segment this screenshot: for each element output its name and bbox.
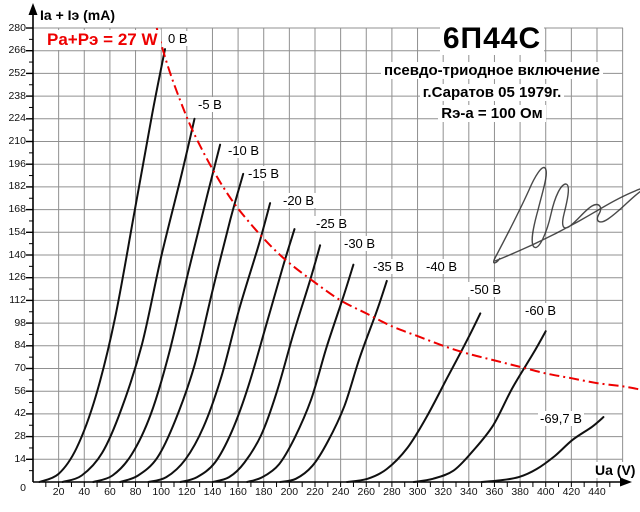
x-tick-label: 220 — [306, 486, 324, 498]
tube-name: 6П44С — [439, 22, 545, 55]
x-tick-label: 240 — [331, 486, 350, 498]
x-tick-label: 280 — [383, 486, 401, 498]
y-tick-label: 196 — [8, 157, 26, 170]
place-date-label: г.Саратов 05 1979г. — [419, 84, 565, 101]
x-tick-label: 360 — [485, 486, 504, 498]
y-tick-label: 56 — [14, 384, 26, 397]
anode-curve — [119, 172, 245, 483]
x-tick-label: 300 — [408, 486, 427, 498]
y-tick-label: 98 — [14, 316, 26, 329]
curve-label: -69,7 В — [538, 411, 584, 426]
curve-label: 0 В — [166, 31, 190, 46]
x-tick-label: 120 — [178, 486, 196, 498]
anode-curve — [179, 228, 296, 483]
x-tick-label: 180 — [254, 486, 273, 498]
y-axis-arrow-icon — [28, 3, 38, 15]
y-tick-label: 112 — [9, 293, 26, 306]
anode-curve — [61, 117, 196, 483]
x-tick-label: 320 — [434, 486, 452, 498]
curve-label: -10 В — [226, 143, 262, 158]
signature-scribble — [492, 166, 640, 264]
curve-label: -50 В — [468, 282, 504, 297]
mode-label: псевдо-триодное включение — [381, 62, 603, 79]
y-tick-label: 0 — [20, 482, 26, 494]
resistor-label: Rэ-а = 100 Ом — [438, 105, 546, 122]
y-tick-label: 182 — [8, 180, 26, 193]
anode-curve — [38, 48, 166, 483]
x-tick-label: 440 — [588, 486, 606, 498]
y-tick-label: 266 — [8, 44, 26, 57]
x-tick-label: 100 — [152, 486, 170, 498]
curve-label: -35 В — [371, 259, 407, 274]
curve-label: -30 В — [342, 236, 378, 251]
x-axis-arrow-icon — [620, 477, 632, 487]
y-tick-label: 210 — [8, 135, 26, 147]
x-tick-label: 400 — [536, 486, 555, 498]
x-tick-label: 60 — [104, 486, 116, 498]
y-tick-label: 252 — [8, 66, 26, 79]
y-tick-label: 280 — [8, 21, 26, 34]
x-axis-title: Ua (V) — [592, 462, 639, 478]
curve-label: -60 В — [523, 303, 559, 318]
y-tick-label: 70 — [14, 362, 26, 374]
anode-curve — [412, 330, 547, 483]
y-tick-label: 224 — [8, 112, 26, 125]
y-tick-label: 42 — [14, 407, 26, 420]
chart-header: 6П44С псевдо-триодное включение г.Сарато… — [368, 22, 616, 126]
y-tick-label: 168 — [8, 203, 26, 216]
anode-curve — [346, 312, 482, 483]
curve-label: -20 В — [281, 193, 317, 208]
y-tick-label: 126 — [8, 271, 26, 284]
x-tick-label: 200 — [280, 486, 299, 498]
y-tick-label: 154 — [8, 225, 26, 238]
curve-label: -15 В — [246, 166, 282, 181]
curve-label: -40 В — [424, 259, 460, 274]
anode-curve — [147, 202, 272, 483]
y-axis-title: Ia + Iэ (mA) — [38, 7, 118, 23]
anode-curve — [211, 244, 322, 483]
power-limit-label: Pa+Pэ = 27 W — [44, 30, 161, 50]
x-tick-label: 40 — [78, 486, 91, 498]
curve-label: -5 В — [196, 97, 224, 112]
x-tick-label: 380 — [511, 486, 529, 498]
x-tick-label: 140 — [203, 486, 222, 498]
anode-curve — [92, 143, 222, 483]
x-tick-label: 260 — [357, 486, 376, 498]
anode-curve — [246, 263, 355, 483]
anode-curve — [279, 279, 388, 483]
anode-curve — [480, 416, 605, 483]
x-tick-label: 20 — [52, 486, 65, 498]
x-tick-label: 420 — [562, 486, 581, 498]
x-tick-label: 80 — [129, 486, 142, 498]
power-limit-curve — [155, 27, 640, 391]
x-tick-label: 160 — [229, 486, 247, 498]
curve-label: -25 В — [314, 216, 350, 231]
y-tick-label: 140 — [8, 248, 26, 261]
y-tick-label: 14 — [14, 452, 26, 465]
y-tick-label: 238 — [8, 89, 26, 102]
y-tick-label: 84 — [14, 339, 26, 352]
x-tick-label: 340 — [460, 486, 478, 498]
y-tick-label: 28 — [14, 430, 26, 443]
